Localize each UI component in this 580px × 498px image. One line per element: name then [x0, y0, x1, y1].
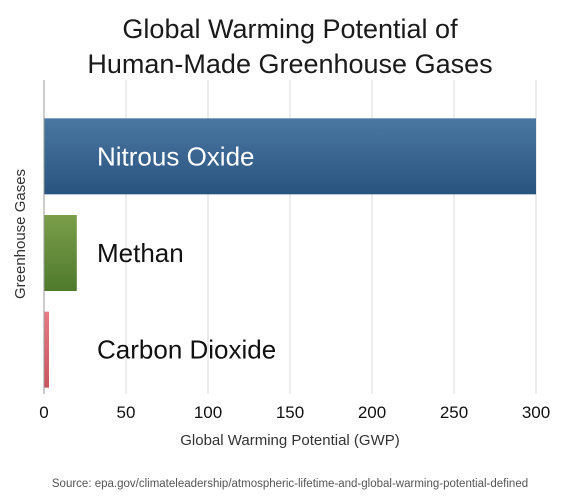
bar-label: Carbon Dioxide — [97, 335, 276, 365]
x-tick-label: 0 — [39, 403, 48, 422]
x-tick-label: 300 — [522, 403, 550, 422]
x-tick-label: 150 — [276, 403, 304, 422]
bar-nitrous-oxide — [44, 118, 536, 195]
bar-label: Methan — [97, 238, 184, 268]
source-note: Source: epa.gov/climateleadership/atmosp… — [52, 478, 528, 490]
x-axis-title: Global Warming Potential (GWP) — [180, 432, 400, 449]
x-axis-ticks: 0 50 100 150 200 250 300 — [39, 403, 550, 422]
chart-title-line-1: Global Warming Potential of — [122, 14, 458, 44]
bar-methan — [44, 215, 77, 291]
bar-labels: Nitrous Oxide Methan Carbon Dioxide — [97, 141, 276, 364]
y-axis-title: Greenhouse Gases — [12, 169, 29, 299]
x-tick-label: 100 — [194, 403, 222, 422]
x-tick-label: 200 — [358, 403, 386, 422]
bars — [44, 118, 536, 388]
x-tick-label: 250 — [440, 403, 468, 422]
bar-carbon-dioxide — [44, 311, 49, 388]
bar-label: Nitrous Oxide — [97, 141, 255, 171]
chart-title-line-2: Human-Made Greenhouse Gases — [87, 49, 492, 79]
x-tick-label: 50 — [117, 403, 136, 422]
